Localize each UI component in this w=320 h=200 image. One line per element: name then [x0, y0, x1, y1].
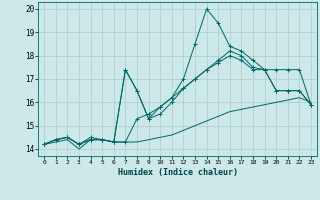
- X-axis label: Humidex (Indice chaleur): Humidex (Indice chaleur): [118, 168, 238, 177]
